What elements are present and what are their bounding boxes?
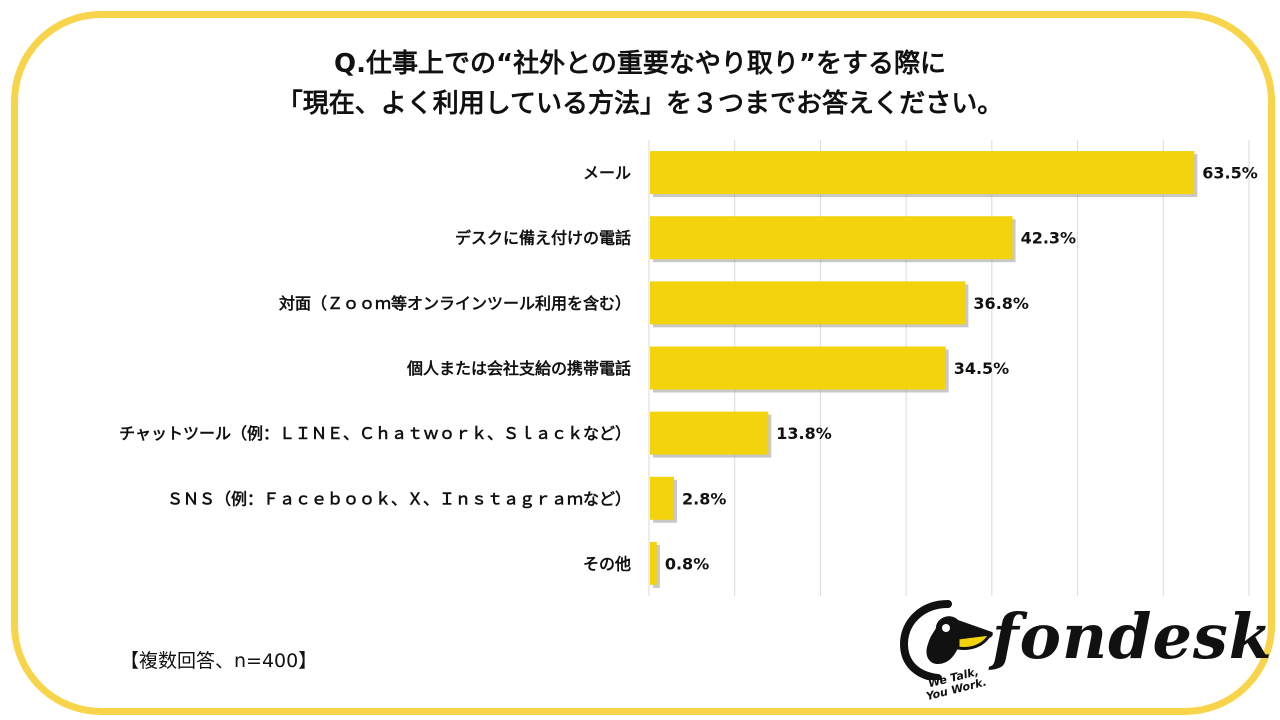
bar	[650, 216, 1013, 260]
chart-frame	[11, 11, 1275, 715]
category-label: メール	[583, 164, 631, 183]
bar	[650, 541, 657, 585]
bar	[650, 411, 769, 455]
data-label: 13.8%	[776, 424, 832, 443]
data-label: 42.3%	[1021, 229, 1077, 248]
logo-wordmark: fondesk	[992, 600, 1273, 673]
chart-title-line-1: Q.仕事上での“社外との重要なやり取り”をする際に	[334, 49, 946, 79]
data-label: 0.8%	[665, 554, 709, 573]
category-label: その他	[583, 554, 631, 573]
data-label: 63.5%	[1202, 164, 1258, 183]
chart-title-line-2: 「現在、よく利用している方法」を３つまでお答えください。	[276, 89, 1004, 119]
category-label: デスクに備え付けの電話	[455, 229, 631, 248]
bar	[650, 346, 946, 390]
data-label: 2.8%	[682, 489, 726, 508]
data-label: 34.5%	[954, 359, 1010, 378]
bar	[650, 281, 966, 325]
sample-note: 【複数回答、n=400】	[120, 650, 318, 672]
category-label: 個人または会社支給の携帯電話	[406, 359, 631, 378]
bar	[650, 151, 1195, 195]
category-label: ＳＮＳ（例：Ｆａｃｅｂｏｏｋ、Ｘ、Ｉｎｓｔａｇｒａｍなど）	[167, 489, 631, 509]
data-label: 36.8%	[973, 294, 1029, 313]
category-label: チャットツール（例：ＬＩＮＥ、Ｃｈａｔｗｏｒｋ、Ｓｌａｃｋなど）	[119, 424, 631, 443]
category-label: 対面（Ｚｏｏｍ等オンラインツール利用を含む）	[278, 294, 631, 313]
pelican-icon	[899, 600, 993, 680]
bar	[650, 476, 674, 520]
